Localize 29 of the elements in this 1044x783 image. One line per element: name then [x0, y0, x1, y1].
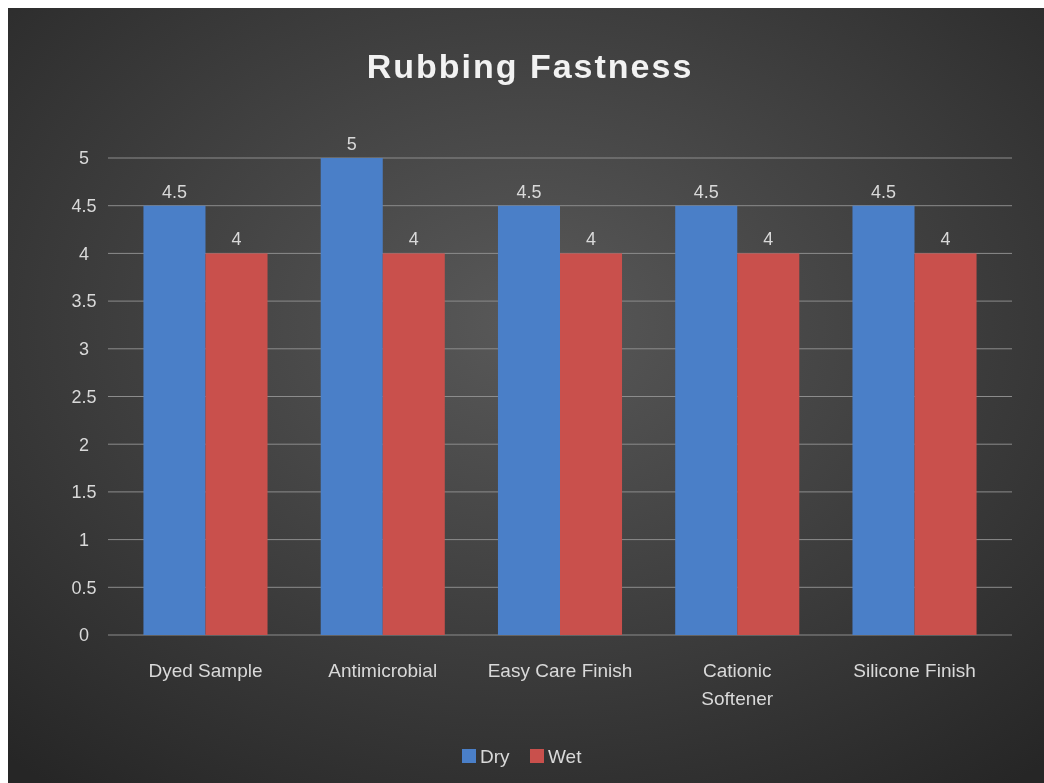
y-tick-label: 1 [78, 529, 90, 550]
x-tick-label: Cationic Softener [701, 660, 774, 709]
data-label: 4.5 [693, 181, 719, 202]
y-tick-label: 0 [78, 625, 90, 646]
data-label: 5 [346, 134, 357, 154]
y-tick-label: 1.5 [71, 482, 97, 503]
data-label: 4 [586, 229, 597, 250]
legend-label: Wet [548, 746, 583, 767]
y-tick-label: 5 [78, 148, 90, 169]
data-label: 4.5 [870, 181, 897, 202]
y-tick-label: 2 [78, 434, 90, 455]
y-tick-label: 4.5 [71, 196, 97, 216]
x-tick-label: Silicone Finish [853, 660, 976, 681]
y-tick-label: 4 [78, 243, 90, 264]
data-label: 4 [763, 229, 774, 250]
x-tick-label: Easy Care Finish [487, 660, 633, 681]
y-tick-label: 0.5 [71, 577, 97, 598]
data-label: 4 [231, 229, 242, 250]
legend-label: Dry [480, 746, 511, 767]
x-tick-label: Antimicrobial [328, 660, 438, 681]
data-label: 4 [940, 229, 951, 250]
y-tick-label: 3 [78, 339, 90, 360]
x-tick-label: Dyed Sample [148, 660, 263, 681]
data-label: 4.5 [161, 181, 187, 202]
data-label: 4.5 [516, 181, 542, 202]
data-label: 4 [408, 229, 419, 250]
y-tick-label: 3.5 [71, 291, 97, 312]
y-tick-label: 2.5 [71, 386, 97, 407]
chart-title: Rubbing Fastness [366, 47, 694, 85]
